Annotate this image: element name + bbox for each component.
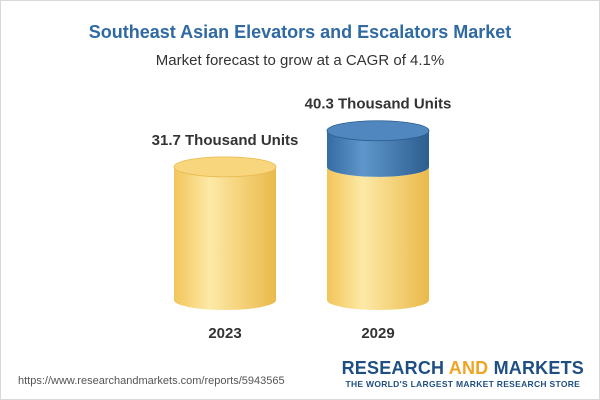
- bar-2023-base-top-cap: [173, 156, 277, 178]
- logo-word-and: AND: [448, 358, 489, 378]
- category-label-2023: 2023: [208, 325, 241, 342]
- chart-title: Southeast Asian Elevators and Escalators…: [88, 22, 512, 42]
- bar-2023-base-body: [174, 166, 276, 310]
- research-and-markets-logo: RESEARCH AND MARKETS THE WORLD'S LARGEST…: [342, 358, 584, 390]
- logo-tagline: THE WORLD'S LARGEST MARKET RESEARCH STOR…: [345, 379, 581, 389]
- data-label-2029: 40.3 Thousand Units: [305, 96, 452, 113]
- source-url[interactable]: https://www.researchandmarkets.com/repor…: [18, 375, 285, 387]
- logo-word-research: RESEARCH: [341, 358, 445, 378]
- category-label-2029: 2029: [361, 325, 394, 342]
- bar-2029-growth-body: [327, 130, 429, 177]
- data-label-2023: 31.7 Thousand Units: [152, 132, 299, 149]
- bar-2029-growth-top-cap: [326, 120, 430, 142]
- logo-wordmark: RESEARCH AND MARKETS: [342, 358, 584, 378]
- chart-subtitle: Market forecast to grow at a CAGR of 4.1…: [155, 52, 445, 69]
- logo-word-markets: MARKETS: [493, 358, 584, 378]
- bar-2029-base-body: [327, 166, 429, 310]
